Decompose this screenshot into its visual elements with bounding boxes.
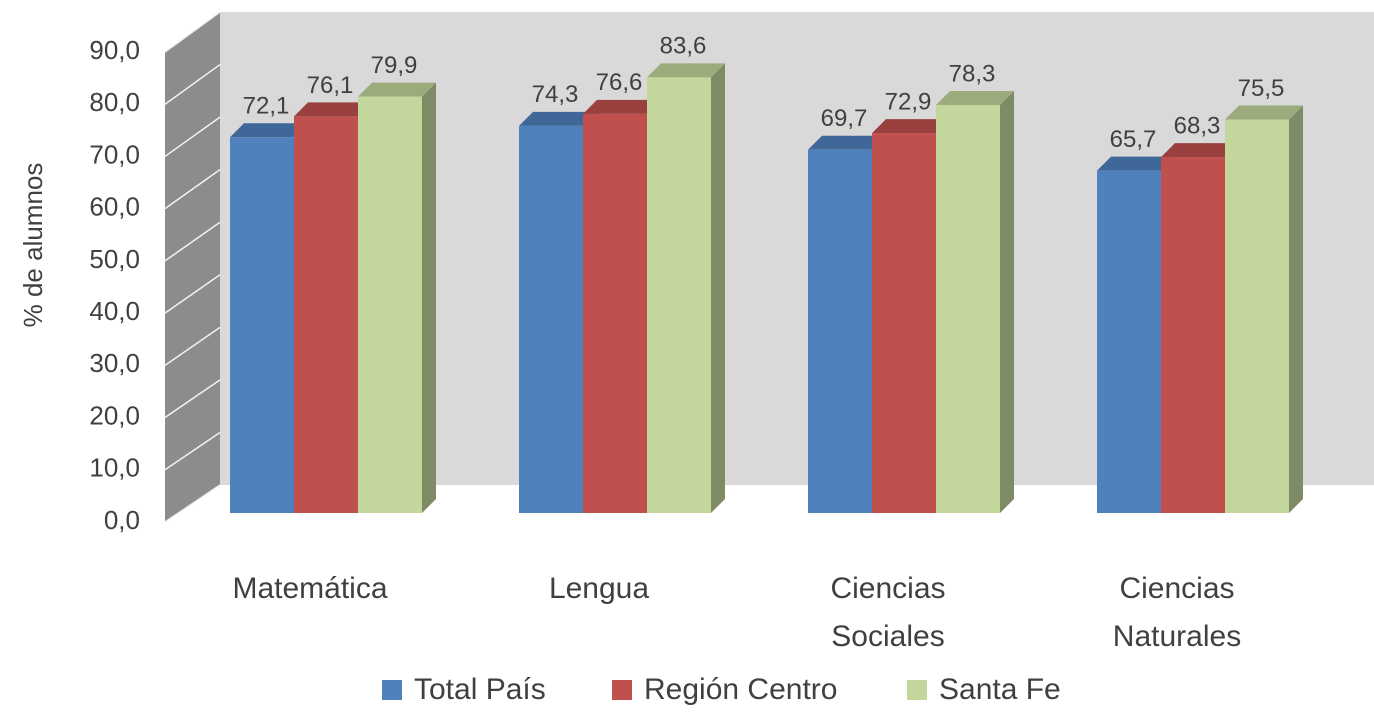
data-label: 72,1 (243, 93, 290, 120)
data-label: 74,3 (532, 81, 579, 108)
bar-side (422, 82, 436, 513)
bar (583, 113, 647, 513)
data-label: 76,6 (596, 69, 643, 96)
legend-swatch (382, 680, 402, 700)
x-tick-label-line: Naturales (1113, 620, 1241, 653)
y-tick-label: 0,0 (104, 505, 140, 535)
legend-swatch (907, 680, 927, 700)
bar (647, 77, 711, 514)
grid-line (164, 379, 221, 419)
grid-line (164, 221, 221, 262)
grid-line (164, 326, 221, 366)
bar (1161, 157, 1225, 513)
data-label: 78,3 (949, 60, 996, 87)
x-tick-label-line: Ciencias (830, 572, 945, 605)
bar (1097, 170, 1161, 513)
grid-line (164, 274, 221, 314)
y-tick-label: 20,0 (89, 400, 140, 430)
legend-label: Santa Fe (939, 673, 1061, 706)
bar-top (1161, 143, 1239, 158)
legend-label: Total País (414, 673, 546, 706)
bar-top (647, 63, 725, 78)
y-tick-label: 30,0 (89, 348, 140, 378)
bar-top (936, 90, 1014, 105)
y-tick-label: 50,0 (89, 244, 140, 274)
y-tick-label: 40,0 (89, 296, 140, 326)
y-tick-label: 80,0 (89, 87, 140, 117)
bar-top (230, 123, 308, 138)
grid-line (164, 11, 221, 53)
data-label: 83,6 (660, 33, 707, 60)
y-tick-label: 70,0 (89, 139, 140, 169)
y-tick-label: 60,0 (89, 192, 140, 222)
data-label: 76,1 (307, 72, 354, 99)
x-tick-label: Matemática (232, 572, 387, 605)
bar (519, 125, 583, 513)
bar-top (519, 111, 597, 126)
y-axis-title: % de alumnos (18, 163, 48, 328)
y-tick-label: 10,0 (89, 453, 140, 483)
x-tick-label-line: Ciencias (1119, 572, 1234, 605)
side-wall (165, 12, 220, 522)
data-label: 79,9 (371, 52, 418, 79)
bar-top (294, 102, 372, 117)
x-tick-label: Ciencias Sociales (830, 572, 945, 653)
bar (808, 149, 872, 513)
grid-line (164, 484, 221, 523)
grid-line (164, 431, 221, 471)
grid-line (164, 63, 221, 105)
data-label: 65,7 (1110, 126, 1157, 153)
bar-top (583, 99, 661, 114)
bar-top (358, 82, 436, 97)
bar-top (808, 135, 886, 150)
data-label: 75,5 (1238, 75, 1285, 102)
bar (294, 116, 358, 513)
bar (1225, 119, 1289, 514)
bar-top (1097, 156, 1175, 171)
x-tick-label: Lengua (549, 572, 649, 605)
data-label: 72,9 (885, 88, 932, 115)
bar (936, 104, 1000, 513)
legend-label: Región Centro (644, 673, 837, 706)
grid-line (164, 116, 221, 158)
bar-top (1225, 105, 1303, 120)
bar-side (1000, 90, 1014, 513)
bar-side (711, 63, 725, 514)
bar-top (872, 119, 950, 134)
x-tick-label-line: Sociales (831, 620, 944, 653)
data-label: 69,7 (821, 105, 868, 132)
bar (230, 137, 294, 514)
data-label: 68,3 (1174, 112, 1221, 139)
bar-side (1289, 105, 1303, 514)
bar (358, 96, 422, 513)
bar (872, 133, 936, 514)
y-tick-label: 90,0 (89, 35, 140, 65)
grid-line (164, 169, 221, 210)
legend-swatch (612, 680, 632, 700)
back-wall (220, 12, 1374, 485)
x-tick-label: Ciencias Naturales (1113, 572, 1241, 653)
